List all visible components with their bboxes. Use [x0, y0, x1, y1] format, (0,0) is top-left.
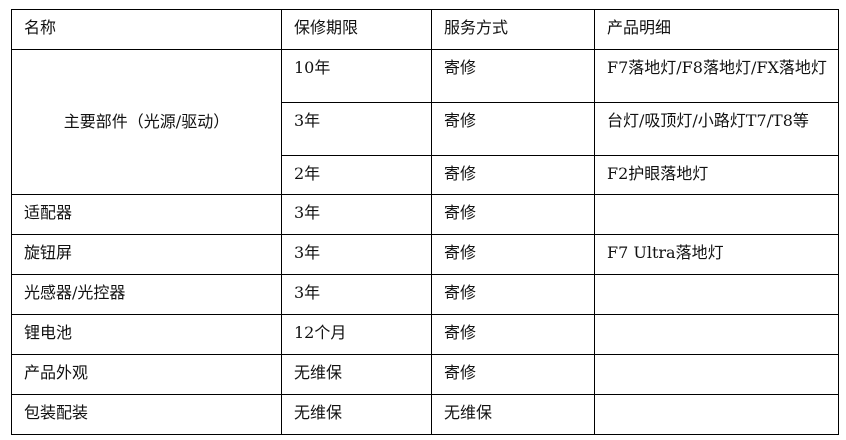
detail-cell — [594, 274, 839, 315]
period-cell: 10年 — [281, 49, 432, 103]
header-name: 名称 — [11, 9, 282, 50]
period-cell: 3年 — [281, 102, 432, 156]
header-row: 名称 保修期限 服务方式 产品明细 — [11, 9, 839, 50]
name-cell: 产品外观 — [11, 354, 282, 395]
period-cell: 无维保 — [281, 354, 432, 395]
detail-cell — [594, 194, 839, 235]
table-row: 2年 寄修 F2护眼落地灯 — [12, 155, 839, 195]
table-row: 光感器/光控器 3年 寄修 — [11, 274, 839, 315]
service-cell: 寄修 — [431, 274, 595, 315]
service-cell: 寄修 — [431, 354, 595, 395]
service-cell: 寄修 — [431, 49, 595, 103]
service-cell: 寄修 — [431, 234, 595, 275]
name-cell: 包装配装 — [11, 394, 282, 435]
name-cell: 锂电池 — [11, 314, 282, 355]
period-cell: 3年 — [281, 194, 432, 235]
period-cell: 3年 — [281, 274, 432, 315]
name-cell: 光感器/光控器 — [11, 274, 282, 315]
service-cell: 无维保 — [431, 394, 595, 435]
header-detail: 产品明细 — [594, 9, 839, 50]
period-cell: 3年 — [281, 234, 432, 275]
service-cell: 寄修 — [431, 155, 595, 195]
table-row: 旋钮屏 3年 寄修 F7 Ultra落地灯 — [11, 234, 839, 275]
period-cell: 2年 — [281, 155, 432, 195]
table-row: 包装配装 无维保 无维保 — [11, 394, 839, 435]
period-cell: 无维保 — [281, 394, 432, 435]
table-row: 适配器 3年 寄修 — [11, 194, 839, 235]
service-cell: 寄修 — [431, 314, 595, 355]
name-cell: 适配器 — [11, 194, 282, 235]
table-row: 3年 寄修 台灯/吸顶灯/小路灯T7/T8等 — [12, 102, 839, 156]
detail-cell: 台灯/吸顶灯/小路灯T7/T8等 — [594, 102, 839, 156]
service-cell: 寄修 — [431, 102, 595, 156]
table-row: 主要部件（光源/驱动） 10年 寄修 F7落地灯/F8落地灯/FX落地灯 — [11, 49, 839, 195]
name-cell: 旋钮屏 — [11, 234, 282, 275]
detail-cell: F2护眼落地灯 — [594, 155, 839, 195]
main-parts-name: 主要部件（光源/驱动） — [11, 49, 282, 195]
header-service: 服务方式 — [431, 9, 595, 50]
detail-cell — [594, 394, 839, 435]
detail-cell — [594, 354, 839, 395]
service-cell: 寄修 — [431, 194, 595, 235]
table-row: 锂电池 12个月 寄修 — [11, 314, 839, 355]
detail-cell: F7 Ultra落地灯 — [594, 234, 839, 275]
warranty-table: 名称 保修期限 服务方式 产品明细 主要部件（光源/驱动） 10年 寄修 F7落… — [11, 9, 839, 435]
period-cell: 12个月 — [281, 314, 432, 355]
detail-cell — [594, 314, 839, 355]
detail-cell: F7落地灯/F8落地灯/FX落地灯 — [594, 49, 839, 103]
header-period: 保修期限 — [281, 9, 432, 50]
table-row: 产品外观 无维保 寄修 — [11, 354, 839, 395]
